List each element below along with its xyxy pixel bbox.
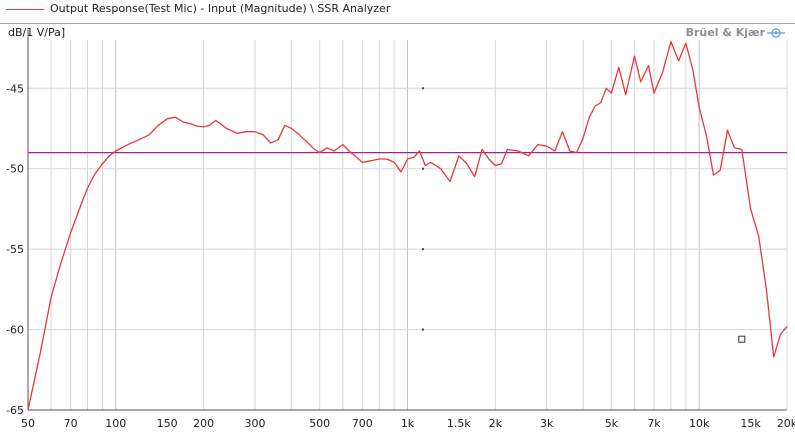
- x-tick-label: 200: [193, 417, 214, 430]
- cursor-dot: [421, 248, 424, 251]
- tick-labels: -65 -60 -55 -50 -45 50 70 100 150 200 300 500 700 1k 1…: [6, 82, 795, 430]
- x-tick-label: 150: [157, 417, 178, 430]
- x-tick-label: 1.5k: [447, 417, 471, 430]
- series-line: [27, 40, 788, 411]
- x-tick-label: 1k: [401, 417, 415, 430]
- x-tick-label: 15k: [740, 417, 761, 430]
- y-tick-label: -60: [6, 324, 24, 337]
- legend-separator: [0, 23, 795, 24]
- marker-square: [738, 335, 746, 343]
- y-tick-label: -65: [6, 404, 24, 417]
- cursor-dot: [421, 87, 424, 90]
- x-tick-label: 50: [21, 417, 35, 430]
- legend: Output Response(Test Mic) - Input (Magni…: [0, 0, 795, 26]
- y-tick-label: -45: [6, 82, 24, 95]
- x-tick-label: 100: [105, 417, 126, 430]
- cursor-dot: [421, 328, 424, 331]
- x-tick-label: 500: [309, 417, 330, 430]
- y-tick-label: -55: [6, 243, 24, 256]
- x-tick-label: 20k: [777, 417, 795, 430]
- x-tick-label: 70: [64, 417, 78, 430]
- grid: [27, 40, 788, 411]
- x-tick-label: 7k: [647, 417, 661, 430]
- x-tick-label: 3k: [540, 417, 554, 430]
- axes: [27, 30, 787, 411]
- x-tick-label: 700: [352, 417, 373, 430]
- x-tick-label: 5k: [605, 417, 619, 430]
- brand-logo-icon: [767, 28, 785, 38]
- x-tick-label: 2k: [489, 417, 503, 430]
- brand-logo-text: Brüel & Kjær: [685, 26, 765, 39]
- y-axis-label: dB/1 V/Pa]: [8, 26, 66, 39]
- y-tick-label: -50: [6, 163, 24, 176]
- x-tick-label: 300: [244, 417, 265, 430]
- chart-marks: [27, 40, 788, 411]
- legend-label: Output Response(Test Mic) - Input (Magni…: [50, 2, 391, 15]
- cursor-dot: [421, 167, 424, 170]
- x-tick-label: 10k: [689, 417, 710, 430]
- legend-line-swatch: [6, 9, 44, 10]
